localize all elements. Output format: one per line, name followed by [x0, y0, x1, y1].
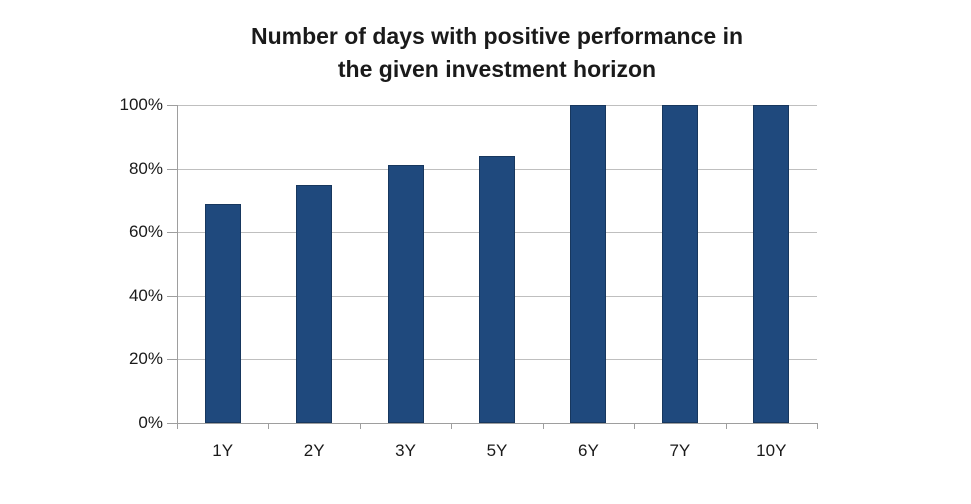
bar-6Y	[570, 105, 607, 423]
gridline-100	[177, 105, 817, 106]
x-axis-line	[177, 423, 818, 424]
y-axis-tick-20	[167, 359, 177, 361]
chart-title-line1: Number of days with positive performance…	[250, 23, 744, 49]
chart-title-line2: the given investment horizon	[337, 56, 657, 82]
y-axis-tick-100	[167, 105, 177, 106]
bar-3Y	[387, 165, 424, 423]
y-axis-label: 20%	[128, 349, 163, 369]
y-axis-label: 100%	[119, 95, 163, 114]
x-axis-tick-1	[268, 423, 270, 429]
bar-1Y	[204, 203, 241, 423]
bar-5Y	[479, 155, 515, 423]
y-axis-tick-60	[167, 232, 177, 234]
x-axis-label: 3Y	[395, 441, 416, 460]
bar-2Y	[296, 184, 333, 423]
x-axis-label: 6Y	[578, 441, 599, 460]
x-axis-tick-6	[725, 423, 727, 429]
y-axis-label: 40%	[128, 285, 163, 305]
chart-title: Number of days with positive performance…	[177, 20, 817, 86]
y-axis-label: 0%	[138, 413, 163, 432]
x-axis-tick-5	[634, 423, 636, 429]
y-axis-tick-0	[167, 423, 177, 424]
x-axis-tick-3	[451, 423, 453, 429]
y-axis-label: 60%	[128, 222, 163, 242]
x-axis-tick-2	[359, 423, 361, 429]
y-axis-line	[177, 105, 178, 423]
x-axis-label: 10Y	[756, 441, 787, 460]
x-axis-tick-7	[817, 423, 818, 429]
y-axis-tick-80	[167, 168, 177, 170]
x-axis-tick-4	[542, 423, 544, 429]
x-axis-label: 7Y	[669, 441, 691, 460]
x-axis-label: 5Y	[486, 441, 508, 460]
x-axis-tick-0	[177, 423, 178, 429]
x-axis-label: 1Y	[212, 441, 234, 460]
y-axis-tick-40	[167, 295, 177, 297]
x-axis-label: 2Y	[303, 441, 325, 460]
y-axis-label: 80%	[128, 158, 163, 178]
bar-10Y	[753, 105, 790, 423]
bar-7Y	[661, 105, 698, 423]
